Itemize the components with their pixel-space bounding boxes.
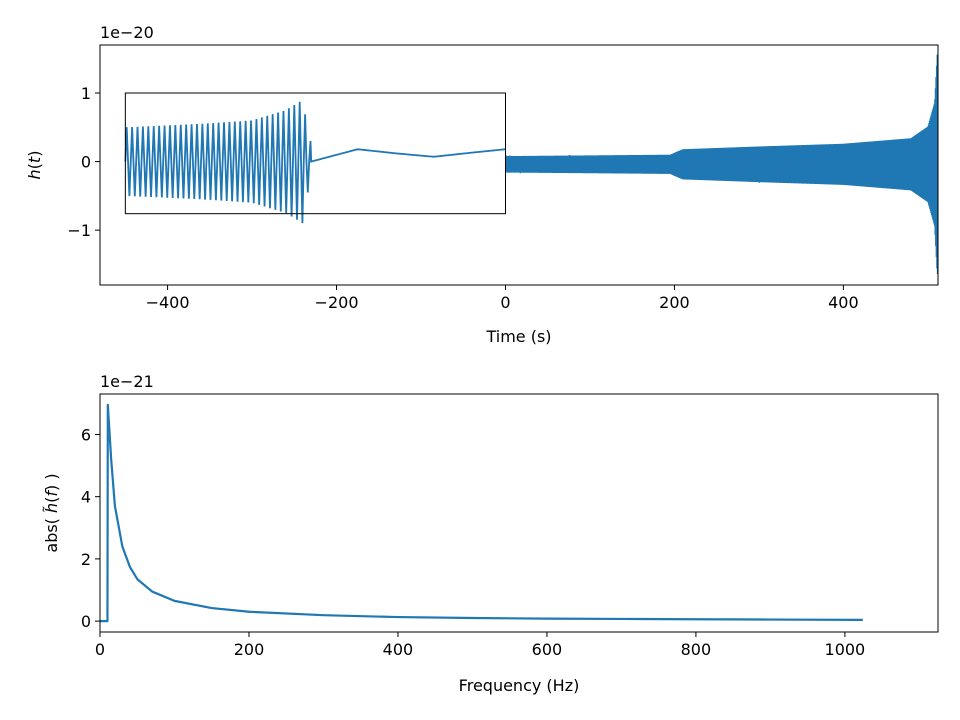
spectrum-series-line bbox=[100, 403, 863, 623]
y-tick-label: 1 bbox=[81, 84, 91, 103]
frequency-y-axis-label-suffix: ) bbox=[42, 473, 61, 484]
x-tick-label: −200 bbox=[315, 293, 359, 312]
inset-series-line bbox=[124, 101, 506, 224]
frequency-y-axis-label: abs( h̃(f) ) bbox=[42, 473, 61, 552]
frequency-y-ticks: 0 2 4 6 bbox=[81, 425, 100, 631]
x-tick-label: 0 bbox=[500, 293, 510, 312]
x-tick-label: 200 bbox=[234, 640, 265, 659]
y-tick-label: 0 bbox=[81, 612, 91, 631]
inset-frame bbox=[124, 92, 506, 215]
strain-series-line bbox=[504, 54, 938, 275]
x-tick-label: 800 bbox=[681, 640, 712, 659]
y-tick-label: 4 bbox=[81, 488, 91, 507]
y-tick-label: 6 bbox=[81, 425, 91, 444]
x-tick-label: 0 bbox=[95, 640, 105, 659]
x-tick-label: 600 bbox=[532, 640, 563, 659]
time-y-axis-label-name: h bbox=[25, 169, 44, 179]
frequency-y-offset-label: 1e−21 bbox=[100, 372, 154, 391]
time-y-ticks: −1 0 1 bbox=[67, 84, 100, 240]
x-tick-label: 200 bbox=[659, 293, 690, 312]
time-domain-axes: −400 −200 0 200 400 −1 0 1 Time (s) h(t) 1e−20 bbox=[25, 23, 939, 346]
time-x-axis-label: Time (s) bbox=[485, 327, 551, 346]
time-y-axis-label-arg: t bbox=[25, 156, 44, 163]
x-tick-label: −400 bbox=[146, 293, 190, 312]
frequency-y-axis-label-prefix: abs( bbox=[42, 513, 61, 553]
x-tick-label: 1000 bbox=[825, 640, 866, 659]
frequency-x-ticks: 0 200 400 600 800 1000 bbox=[95, 632, 865, 659]
frequency-domain-frame bbox=[99, 393, 939, 633]
time-domain-plot-area bbox=[504, 54, 938, 275]
time-x-ticks: −400 −200 0 200 400 bbox=[146, 285, 859, 312]
time-domain-frame bbox=[99, 44, 939, 286]
frequency-domain-plot-area bbox=[100, 403, 863, 623]
frequency-x-axis-label: Frequency (Hz) bbox=[459, 676, 580, 695]
y-tick-label: 0 bbox=[81, 153, 91, 172]
frequency-y-axis-label-name: h̃ bbox=[42, 503, 61, 513]
x-tick-label: 400 bbox=[828, 293, 859, 312]
frequency-domain-axes: 0 200 400 600 800 1000 0 2 4 6 Frequency (Hz) ab… bbox=[42, 372, 939, 695]
y-tick-label: −1 bbox=[67, 221, 91, 240]
frequency-y-axis-label-arg: f bbox=[42, 489, 61, 497]
y-tick-label: 2 bbox=[81, 550, 91, 569]
time-y-offset-label: 1e−20 bbox=[100, 23, 154, 42]
inset-zoom-plot bbox=[124, 92, 506, 224]
x-tick-label: 400 bbox=[383, 640, 414, 659]
time-y-axis-label: h(t) bbox=[25, 151, 44, 180]
